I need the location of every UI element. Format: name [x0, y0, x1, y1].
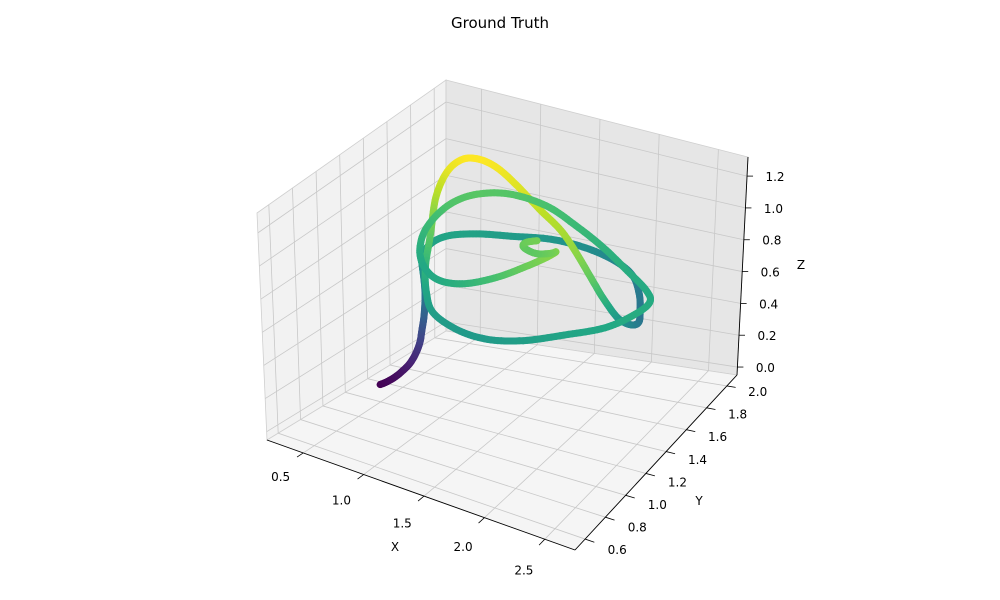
- z-grid-back: [445, 101, 748, 177]
- x-tick: [478, 517, 485, 524]
- y-tick-label: 1.2: [668, 475, 687, 489]
- y-tick: [686, 429, 696, 433]
- y-grid-floor: [367, 378, 667, 452]
- y-grid-floor: [322, 405, 626, 496]
- y-grid-floor: [389, 364, 687, 431]
- y-tick: [605, 516, 615, 521]
- x-grid-floor: [363, 344, 538, 475]
- z-grid-back: [445, 284, 740, 336]
- z-grid-back: [445, 321, 738, 368]
- y-grid-left: [315, 171, 324, 406]
- x-grid-back: [651, 134, 660, 363]
- y-grid-floor: [434, 337, 727, 387]
- z-grid-left: [263, 248, 447, 366]
- y-grid-floor: [345, 391, 646, 474]
- x-grid-back: [593, 119, 601, 354]
- x-grid-floor: [303, 335, 481, 454]
- z-tick-label: 1.0: [764, 202, 783, 216]
- x-grid-floor: [423, 353, 595, 497]
- tick-labels: 0.51.01.52.02.50.60.81.01.21.41.61.82.00…: [271, 170, 784, 577]
- y-tick-label: 2.0: [748, 385, 767, 399]
- y-grid-left: [292, 188, 301, 420]
- x-tick-label: 1.5: [393, 517, 412, 531]
- y-tick: [625, 494, 635, 499]
- z-grid-left: [260, 174, 447, 300]
- z-grid-left: [259, 138, 447, 267]
- y-tick-label: 1.4: [688, 453, 707, 467]
- y-tick: [584, 538, 595, 543]
- y-grid-left: [268, 204, 279, 434]
- z-axis-label: Z: [797, 258, 805, 272]
- x-axis-label: X: [391, 540, 399, 554]
- z-tick-label: 0.8: [762, 234, 781, 248]
- z-axis-line: [736, 156, 749, 376]
- z-grid-back: [445, 174, 744, 241]
- trajectory-series: [376, 154, 654, 389]
- x-tick-label: 2.0: [454, 540, 473, 554]
- y-grid-floor: [300, 419, 606, 518]
- y-tick-label: 1.6: [708, 430, 727, 444]
- chart-title: Ground Truth: [451, 14, 549, 32]
- x-grid-back: [536, 104, 542, 345]
- x-tick: [357, 474, 364, 480]
- x-axis-line: [266, 439, 576, 551]
- x-grid-floor: [484, 361, 652, 518]
- y-tick: [726, 385, 736, 388]
- z-tick-label: 0.6: [761, 266, 780, 280]
- y-tick-label: 0.8: [628, 520, 647, 534]
- y-grid-left: [339, 154, 346, 393]
- y-grid-left: [362, 138, 369, 379]
- y-grid-left: [410, 104, 413, 352]
- y-axis-line: [574, 374, 738, 551]
- z-grid-left: [264, 284, 447, 399]
- z-tick-label: 0.0: [756, 361, 775, 375]
- y-tick: [666, 451, 676, 455]
- x-grid-back: [708, 149, 719, 371]
- x-tick-label: 2.5: [514, 563, 533, 577]
- y-tick-label: 1.0: [648, 498, 667, 512]
- x-grid-floor: [544, 370, 709, 540]
- x-tick-label: 0.5: [271, 470, 290, 484]
- x-tick: [417, 495, 425, 502]
- y-axis-label: Y: [694, 494, 703, 508]
- z-tick-label: 0.4: [759, 297, 778, 311]
- x-tick-label: 1.0: [332, 493, 351, 507]
- z-grid-left: [262, 211, 447, 333]
- z-grid-back: [445, 138, 746, 209]
- y-tick-label: 1.8: [728, 408, 747, 422]
- tick-marks: [296, 175, 754, 546]
- z-grid-left: [257, 101, 447, 234]
- y-grid-floor: [278, 432, 586, 540]
- axis-lines: [266, 156, 749, 551]
- x-tick: [538, 538, 546, 546]
- y-grid-left: [386, 121, 391, 366]
- x-grid-back: [479, 89, 482, 337]
- y-grid-floor: [412, 351, 707, 409]
- z-tick-label: 1.2: [765, 170, 784, 184]
- y-tick: [645, 473, 655, 477]
- y-tick: [706, 407, 716, 410]
- x-tick: [296, 452, 304, 458]
- y-tick-label: 0.6: [608, 543, 627, 557]
- z-tick-label: 0.2: [757, 329, 776, 343]
- z-grid-left: [266, 321, 447, 433]
